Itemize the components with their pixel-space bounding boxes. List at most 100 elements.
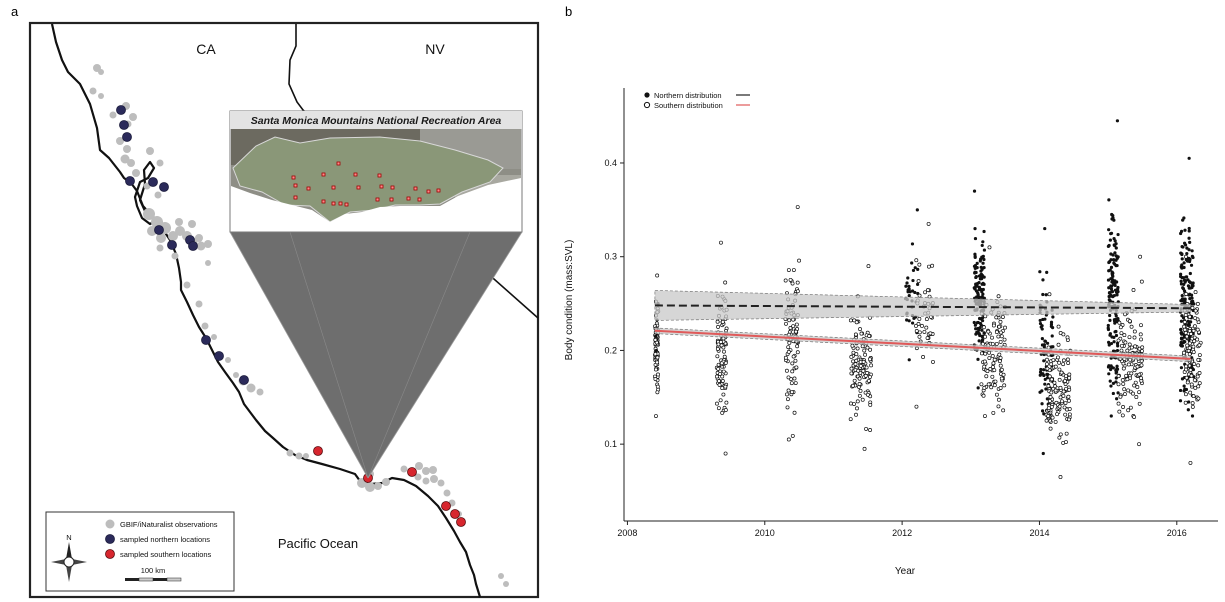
point-southern	[850, 343, 855, 348]
point-southern	[1057, 360, 1062, 365]
point-northern	[1108, 238, 1112, 242]
point-southern	[1120, 378, 1125, 383]
point-southern	[1055, 412, 1059, 417]
point-southern	[917, 330, 922, 335]
point-southern	[997, 359, 1002, 364]
point-southern	[994, 392, 999, 397]
point-southern	[795, 205, 800, 209]
point-southern	[786, 268, 791, 272]
point-southern	[1131, 288, 1136, 292]
point-southern	[1116, 401, 1121, 406]
point-southern	[1133, 344, 1138, 349]
point-northern	[1113, 262, 1117, 266]
point-southern	[865, 345, 870, 350]
point-northern	[1049, 324, 1053, 328]
point-northern	[1112, 258, 1116, 262]
point-southern	[1187, 346, 1192, 350]
point-northern	[1182, 384, 1186, 388]
point-southern	[1057, 404, 1062, 409]
point-southern	[990, 354, 995, 358]
point-southern	[1067, 412, 1072, 417]
point-northern	[910, 242, 915, 246]
point-northern	[973, 255, 977, 260]
point-southern	[1127, 335, 1132, 340]
point-southern	[1126, 388, 1131, 393]
point-southern	[791, 354, 796, 359]
point-southern	[1137, 401, 1142, 406]
y-tick-label: 0.3	[604, 252, 617, 262]
point-northern	[1187, 226, 1191, 231]
point-southern	[723, 384, 728, 389]
point-southern	[1195, 337, 1200, 342]
point-southern	[1129, 371, 1134, 376]
point-northern	[1114, 370, 1119, 374]
y-tick-label: 0.2	[604, 345, 617, 355]
point-southern	[1051, 358, 1056, 363]
point-northern	[916, 267, 920, 271]
point-northern	[907, 319, 911, 323]
point-southern	[857, 393, 862, 398]
gbif-observation-points	[89, 64, 509, 587]
point-northern	[1107, 298, 1111, 302]
point-southern	[1066, 394, 1071, 399]
axis-ticks: 2008 2010 2012 2014 2016 0.1 0.2 0.3 0.4	[604, 158, 1186, 538]
point-southern	[996, 404, 1001, 409]
southern-trend-line	[654, 329, 1191, 360]
point-southern	[655, 360, 660, 365]
point-northern	[1181, 297, 1186, 301]
point-southern	[991, 410, 996, 415]
point-southern	[1116, 374, 1121, 379]
point-northern	[1043, 226, 1047, 231]
point-southern	[987, 245, 992, 250]
point-northern	[1189, 263, 1194, 267]
point-southern	[785, 392, 789, 397]
point-southern	[721, 369, 726, 374]
point-northern	[1179, 319, 1184, 323]
point-southern	[1139, 323, 1143, 328]
point-southern	[863, 390, 868, 395]
point-southern	[1119, 348, 1124, 353]
point-southern	[1187, 328, 1192, 333]
point-southern	[848, 318, 853, 323]
point-northern	[1115, 119, 1120, 123]
point-southern	[1187, 314, 1192, 319]
point-northern	[1182, 261, 1186, 265]
point-southern	[1195, 327, 1200, 332]
point-northern	[1115, 367, 1119, 371]
point-southern	[718, 340, 723, 344]
point-southern	[1129, 324, 1134, 329]
point-southern	[723, 408, 728, 412]
point-southern	[1188, 367, 1193, 372]
point-southern	[1132, 415, 1137, 419]
point-southern	[994, 330, 999, 335]
point-southern	[1064, 431, 1069, 436]
point-northern	[911, 268, 916, 273]
legend-label-northern-distribution: Northern distribution	[654, 91, 722, 100]
point-northern	[1190, 249, 1194, 253]
point-southern	[1191, 350, 1196, 355]
point-southern	[1183, 254, 1188, 259]
point-southern	[1125, 348, 1130, 353]
point-southern	[924, 325, 929, 330]
point-southern	[999, 334, 1004, 339]
point-southern	[1182, 324, 1187, 329]
point-southern	[856, 368, 861, 373]
point-northern	[972, 264, 977, 268]
point-northern	[1041, 292, 1045, 297]
point-southern	[848, 417, 853, 422]
point-southern	[1122, 387, 1127, 392]
point-northern	[1190, 414, 1195, 418]
x-tick-label: 2012	[892, 528, 912, 538]
point-southern	[1061, 362, 1066, 367]
point-northern	[907, 294, 911, 298]
point-northern	[1112, 318, 1116, 322]
point-southern	[788, 326, 793, 330]
point-southern	[854, 412, 858, 417]
point-southern	[1117, 320, 1122, 325]
point-southern	[790, 369, 795, 374]
point-northern	[1179, 274, 1183, 279]
point-southern	[920, 323, 924, 328]
point-southern	[867, 334, 872, 338]
point-southern	[1132, 329, 1137, 334]
point-southern	[1183, 400, 1188, 405]
